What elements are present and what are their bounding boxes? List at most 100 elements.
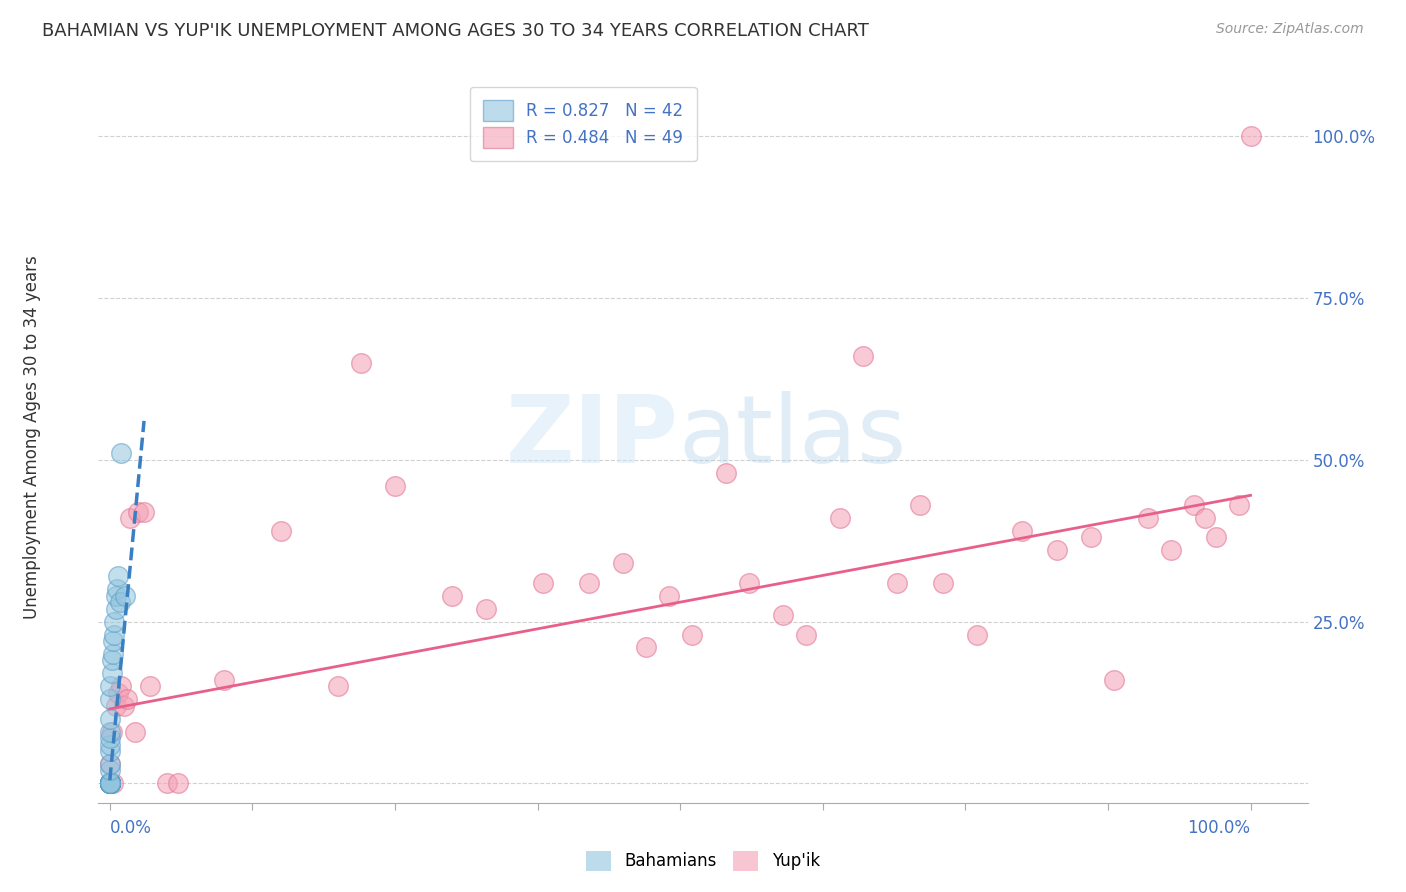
Point: [852, 349, 875, 363]
Point: [110, 679, 132, 693]
Point: [98, 776, 121, 790]
Point: [104, 601, 127, 615]
Point: [98, 738, 121, 752]
Point: [98, 776, 121, 790]
Point: [98, 776, 121, 790]
Legend: Bahamians, Yup'ik: Bahamians, Yup'ik: [578, 842, 828, 880]
Text: 100.0%: 100.0%: [1188, 819, 1250, 837]
Point: [98, 776, 121, 790]
Text: Source: ZipAtlas.com: Source: ZipAtlas.com: [1216, 22, 1364, 37]
Point: [98, 764, 121, 778]
Point: [103, 647, 125, 661]
Point: [1227, 498, 1250, 512]
Point: [1239, 129, 1261, 144]
Point: [98, 776, 121, 790]
Point: [156, 776, 179, 790]
Point: [98, 776, 121, 790]
Text: BAHAMIAN VS YUP'IK UNEMPLOYMENT AMONG AGES 30 TO 34 YEARS CORRELATION CHART: BAHAMIAN VS YUP'IK UNEMPLOYMENT AMONG AG…: [42, 22, 869, 40]
Point: [931, 575, 953, 590]
Point: [98, 712, 121, 726]
Point: [101, 724, 124, 739]
Point: [1080, 530, 1102, 544]
Point: [101, 666, 124, 681]
Point: [1011, 524, 1033, 538]
Point: [326, 679, 349, 693]
Point: [98, 776, 121, 790]
Text: ZIP: ZIP: [506, 391, 679, 483]
Legend: R = 0.827   N = 42, R = 0.484   N = 49: R = 0.827 N = 42, R = 0.484 N = 49: [470, 87, 696, 161]
Point: [98, 776, 121, 790]
Point: [107, 569, 129, 583]
Point: [1205, 530, 1227, 544]
Point: [658, 589, 681, 603]
Point: [966, 627, 988, 641]
Point: [908, 498, 931, 512]
Point: [104, 589, 127, 603]
Point: [350, 356, 373, 370]
Point: [98, 679, 121, 693]
Point: [1046, 543, 1069, 558]
Point: [794, 627, 817, 641]
Point: [98, 756, 121, 771]
Point: [1182, 498, 1205, 512]
Point: [1102, 673, 1125, 687]
Point: [270, 524, 292, 538]
Point: [384, 478, 406, 492]
Point: [98, 776, 121, 790]
Point: [127, 504, 149, 518]
Text: 0.0%: 0.0%: [110, 819, 152, 837]
Point: [1194, 511, 1216, 525]
Point: [120, 511, 142, 525]
Point: [212, 673, 235, 687]
Point: [98, 776, 121, 790]
Text: Unemployment Among Ages 30 to 34 years: Unemployment Among Ages 30 to 34 years: [22, 255, 41, 619]
Point: [98, 744, 121, 758]
Point: [115, 692, 138, 706]
Point: [98, 692, 121, 706]
Point: [98, 776, 121, 790]
Point: [714, 466, 737, 480]
Point: [634, 640, 657, 655]
Point: [112, 698, 135, 713]
Point: [167, 776, 190, 790]
Point: [475, 601, 498, 615]
Point: [107, 686, 129, 700]
Point: [737, 575, 759, 590]
Point: [110, 446, 132, 460]
Point: [578, 575, 600, 590]
Point: [98, 776, 121, 790]
Point: [98, 731, 121, 745]
Point: [98, 776, 121, 790]
Point: [98, 776, 121, 790]
Point: [98, 776, 121, 790]
Point: [1136, 511, 1159, 525]
Text: atlas: atlas: [679, 391, 907, 483]
Point: [98, 756, 121, 771]
Point: [98, 776, 121, 790]
Point: [103, 634, 125, 648]
Point: [531, 575, 554, 590]
Point: [98, 724, 121, 739]
Point: [139, 679, 162, 693]
Point: [98, 776, 121, 790]
Point: [98, 776, 121, 790]
Point: [132, 504, 155, 518]
Point: [103, 776, 125, 790]
Point: [105, 582, 128, 597]
Point: [1160, 543, 1182, 558]
Point: [114, 589, 136, 603]
Point: [103, 627, 125, 641]
Point: [103, 615, 125, 629]
Point: [108, 595, 131, 609]
Point: [101, 653, 124, 667]
Point: [441, 589, 464, 603]
Point: [124, 724, 146, 739]
Point: [681, 627, 703, 641]
Point: [98, 776, 121, 790]
Point: [104, 698, 127, 713]
Point: [98, 776, 121, 790]
Point: [886, 575, 908, 590]
Point: [772, 608, 794, 623]
Point: [612, 557, 634, 571]
Point: [828, 511, 851, 525]
